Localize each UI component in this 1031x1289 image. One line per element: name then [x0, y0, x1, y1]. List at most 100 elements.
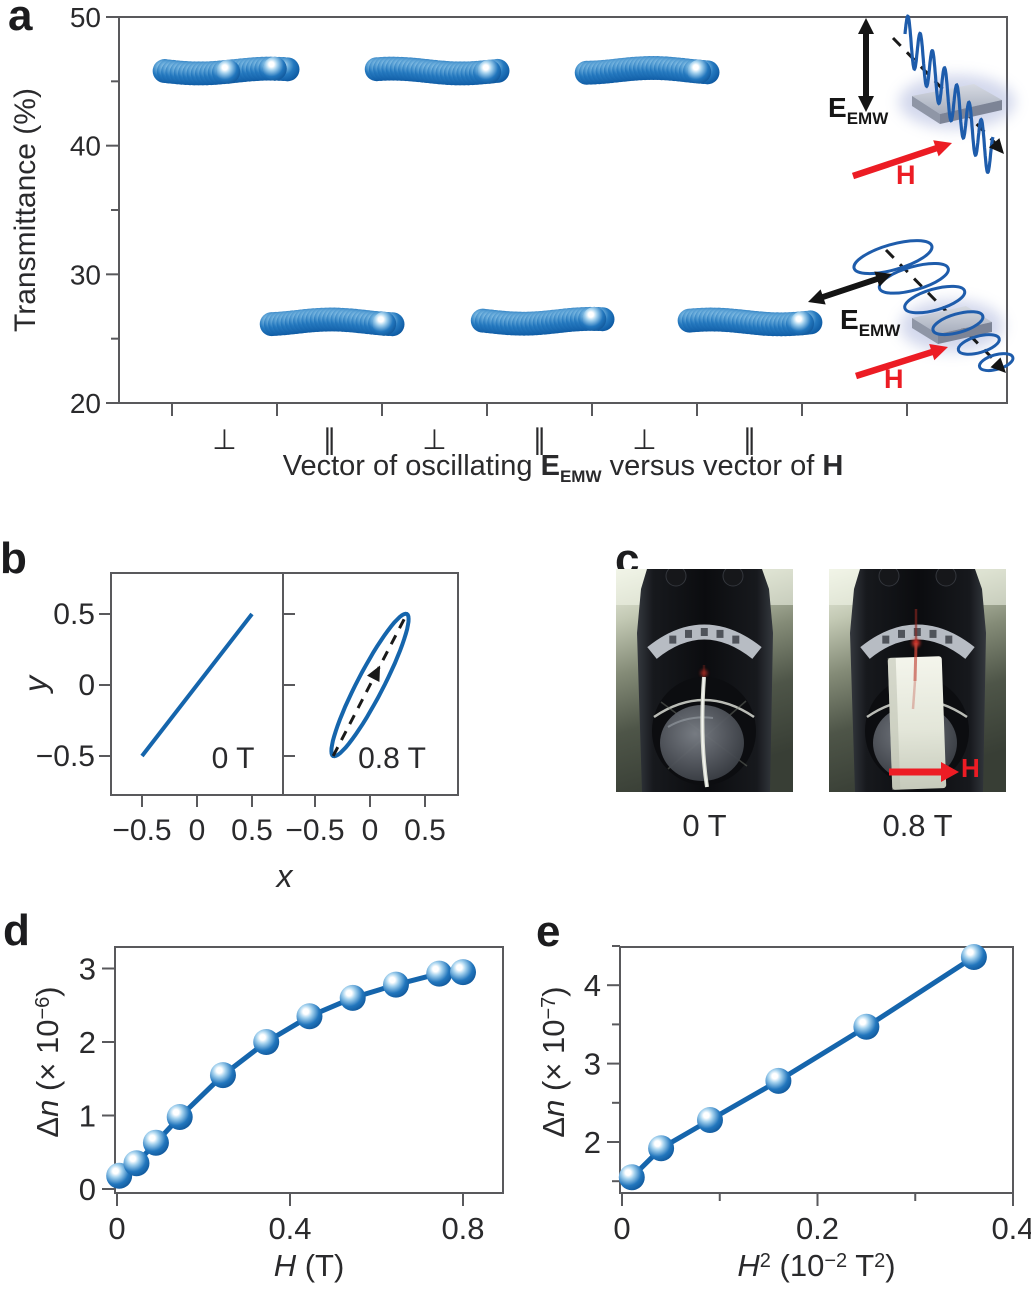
- panel-a-x-axis-label: Vector of oscillating EEMW versus vector…: [119, 450, 1007, 486]
- svg-text:−0.5: −0.5: [36, 740, 95, 773]
- data-point: [960, 943, 987, 970]
- e-ylabel-exp: −7: [538, 996, 560, 1020]
- data-point: [382, 971, 409, 998]
- data-point: [426, 960, 453, 987]
- d-ylabel-exp: −6: [32, 996, 54, 1020]
- photo-0T-image: [616, 565, 793, 792]
- data-point: [339, 984, 366, 1011]
- data-point-highlight: [372, 311, 397, 336]
- svg-text:∥: ∥: [743, 424, 757, 455]
- ellipse-major-axis: [331, 613, 409, 757]
- e-ylabel-delta: Δ: [536, 1116, 571, 1138]
- a-xlabel-E-sub: EMW: [559, 467, 602, 486]
- photo-08T-caption: 0.8 T: [882, 808, 953, 843]
- inset2-E-EMW-label: EEMW: [840, 304, 900, 339]
- inset1-E-EMW-label: EEMW: [828, 92, 888, 127]
- svg-text:∥: ∥: [533, 424, 547, 455]
- svg-text:3: 3: [584, 1047, 601, 1082]
- panel-e-x-axis-label: H2 (10−2 T2): [620, 1248, 1013, 1284]
- data-point: [648, 1135, 675, 1162]
- d-ylabel-open: (× 10: [30, 1019, 65, 1100]
- svg-text:0 T: 0 T: [212, 742, 255, 775]
- svg-text:4: 4: [584, 968, 601, 1003]
- bolt-icon: [878, 565, 900, 587]
- panel-a-insets: [808, 14, 1015, 380]
- laser-streak: [913, 642, 918, 682]
- bolt-icon: [935, 565, 957, 587]
- laser-spot: [700, 669, 708, 677]
- data-point: [166, 1103, 193, 1130]
- svg-text:0: 0: [613, 1211, 630, 1246]
- d-ylabel-delta: Δ: [30, 1116, 65, 1138]
- data-point: [123, 1150, 150, 1177]
- panel-a-y-axis-label: Transmittance (%): [9, 88, 42, 332]
- panel-d-x-axis-label: H (T): [115, 1248, 503, 1284]
- svg-text:3: 3: [79, 952, 96, 987]
- em-wave-loop: [852, 239, 934, 276]
- a-xlabel-mid: versus vector of: [601, 450, 823, 482]
- e-xlabel-unit-exp: 2: [874, 1250, 886, 1272]
- svg-text:50: 50: [70, 2, 101, 33]
- svg-text:0.8 T: 0.8 T: [358, 742, 426, 775]
- data-point: [253, 1029, 280, 1055]
- panel-b-y-axis-label: y: [17, 676, 54, 692]
- data-point: [450, 959, 476, 986]
- em-wave-loop: [877, 261, 950, 295]
- panel-e-chart: 0 0.2 0.4 2 3 4: [584, 943, 1031, 1246]
- data-point: [209, 1062, 236, 1089]
- svg-text:2: 2: [584, 1125, 601, 1160]
- H-arrowhead-icon: [941, 762, 959, 782]
- e-xlabel-unit: T: [847, 1248, 875, 1283]
- photo-0T-caption: 0 T: [682, 808, 727, 843]
- panel-letter-e: e: [536, 907, 561, 956]
- em-wave-vertical: [903, 14, 995, 174]
- data-point: [618, 1164, 645, 1191]
- svg-text:−0.5: −0.5: [285, 814, 344, 847]
- e-ylabel-n: n: [536, 1099, 571, 1117]
- panel-e-y-axis-label: Δn (× 10−7): [536, 986, 572, 1137]
- inset2-H-label: H: [884, 364, 904, 394]
- svg-text:⊥: ⊥: [422, 424, 446, 455]
- panel-b-chart: 0.5 0 −0.5 −0.5 0 0.5 −0.5 0 0.5 0 T 0.8 T: [36, 572, 459, 847]
- panel-d-y-axis-label: Δn (× 10−6): [30, 986, 66, 1137]
- elliptical-polarization: [329, 611, 411, 759]
- photo-08T-image: [829, 565, 1006, 792]
- inset1-E-sub: EMW: [846, 109, 889, 128]
- a-xlabel-H: H: [822, 450, 844, 482]
- data-point-highlight: [582, 306, 607, 331]
- data-point-highlight: [216, 59, 241, 84]
- d-ylabel-close: ): [30, 986, 65, 997]
- data-line: [117, 969, 464, 1178]
- dial-marks: [669, 628, 740, 644]
- svg-text:1: 1: [79, 1099, 96, 1134]
- svg-text:−0.5: −0.5: [112, 814, 171, 847]
- e-xlabel-close: ): [885, 1248, 896, 1283]
- plot-frame: [114, 946, 504, 1194]
- data-point: [853, 1013, 880, 1040]
- svg-text:⊥: ⊥: [632, 424, 656, 455]
- svg-text:40: 40: [70, 131, 101, 162]
- svg-text:0.2: 0.2: [796, 1211, 839, 1246]
- data-point: [142, 1129, 169, 1156]
- svg-text:0.5: 0.5: [404, 814, 446, 847]
- data-point: [765, 1067, 792, 1094]
- bolt-icon: [665, 565, 687, 587]
- svg-text:0: 0: [108, 1211, 125, 1246]
- svg-text:0.8: 0.8: [441, 1211, 484, 1246]
- panel-d-chart: 0 0.4 0.8 0 1 2 3: [79, 946, 504, 1246]
- linear-polarization-line: [140, 612, 254, 758]
- inset2-E-sub: EMW: [858, 321, 901, 340]
- e-xlabel-H: H: [737, 1248, 760, 1283]
- data-point-highlight: [262, 56, 287, 81]
- laser-streak-faint: [911, 680, 917, 710]
- svg-text:∥: ∥: [323, 424, 337, 455]
- svg-text:0: 0: [79, 1172, 96, 1207]
- svg-text:2: 2: [79, 1025, 96, 1060]
- data-point-highlight: [687, 59, 712, 84]
- film-front: [887, 656, 947, 790]
- svg-text:0: 0: [78, 669, 95, 702]
- e-xlabel-H-exp: 2: [759, 1250, 771, 1272]
- film-edge-highlight: [701, 676, 708, 788]
